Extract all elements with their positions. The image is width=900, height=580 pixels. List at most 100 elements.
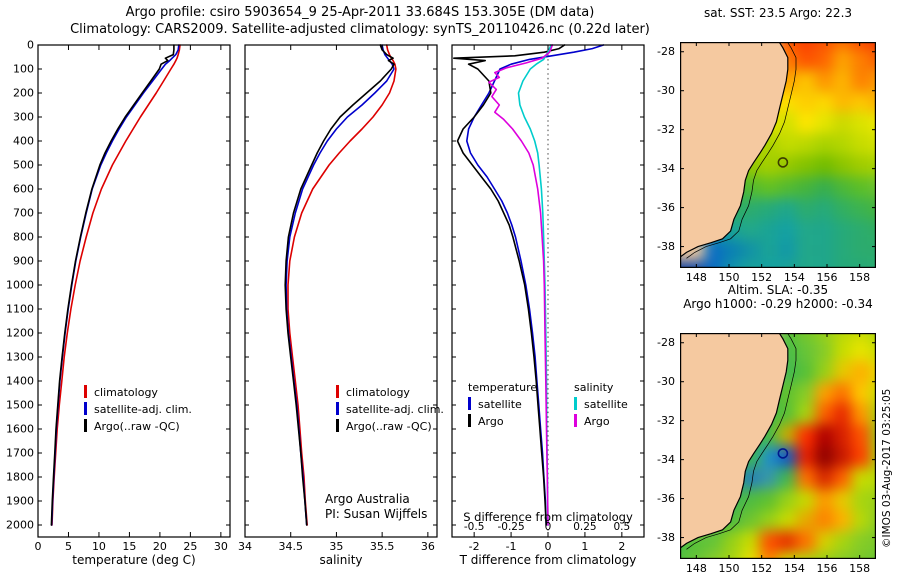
svg-text:-34: -34	[657, 162, 675, 175]
svg-text:0: 0	[27, 39, 34, 52]
legend-label: satellite-adj. clim.	[346, 403, 444, 416]
svg-text:0: 0	[545, 540, 552, 553]
svg-text:-32: -32	[657, 123, 675, 136]
svg-text:-38: -38	[657, 531, 675, 544]
salinity-legend: climatology satellite-adj. clim. Argo(..…	[336, 384, 444, 435]
sst-map-title: sat. SST: 23.5 Argo: 22.3	[703, 6, 853, 20]
figure-title: Argo profile: csiro 5903654_9 25-Apr-201…	[125, 5, 595, 20]
xlabel-t-difference: T difference from climatology	[459, 553, 637, 567]
svg-text:-30: -30	[657, 84, 675, 97]
attribution-line1: Argo Australia	[325, 492, 410, 506]
svg-text:148: 148	[686, 562, 707, 575]
satellite-swatch	[574, 397, 577, 410]
argo-swatch	[574, 414, 577, 427]
sla-map-overlay	[680, 333, 876, 559]
svg-text:1900: 1900	[6, 495, 34, 508]
legend-item: Argo	[468, 413, 537, 430]
sst-map-overlay	[680, 42, 876, 268]
legend-label: Argo	[584, 415, 610, 428]
climatology-swatch	[84, 385, 87, 398]
legend-label: satellite	[478, 398, 522, 411]
svg-text:200: 200	[13, 87, 34, 100]
argo-swatch	[468, 414, 471, 427]
svg-text:30: 30	[214, 540, 228, 553]
svg-text:-34: -34	[657, 453, 675, 466]
xlabel-salinity: salinity	[319, 553, 363, 567]
svg-text:-1: -1	[506, 540, 517, 553]
legend-item: satellite	[574, 396, 628, 413]
svg-text:1: 1	[581, 540, 588, 553]
figure-subtitle: Climatology: CARS2009. Satellite-adjuste…	[70, 22, 650, 37]
svg-text:0: 0	[35, 540, 42, 553]
climatology-swatch	[336, 385, 339, 398]
svg-text:10: 10	[92, 540, 106, 553]
svg-text:1800: 1800	[6, 471, 34, 484]
satellite-clim-swatch	[336, 402, 339, 415]
svg-text:-28: -28	[657, 45, 675, 58]
attribution: Argo Australia PI: Susan Wijffels	[325, 492, 427, 522]
legend-item: climatology	[336, 384, 444, 401]
legend-label: Argo(..raw -QC)	[346, 420, 432, 433]
svg-text:158: 158	[849, 562, 870, 575]
svg-text:1700: 1700	[6, 447, 34, 460]
svg-text:1500: 1500	[6, 399, 34, 412]
legend-label: climatology	[346, 386, 410, 399]
difference-legend-salinity: salinity satellite Argo	[574, 379, 628, 430]
svg-text:20: 20	[153, 540, 167, 553]
legend-label: climatology	[94, 386, 158, 399]
svg-text:5: 5	[65, 540, 72, 553]
legend-label: satellite	[584, 398, 628, 411]
svg-text:34: 34	[238, 540, 252, 553]
svg-text:600: 600	[13, 183, 34, 196]
argo-swatch	[336, 419, 339, 432]
sla-title-line2: Argo h1000: -0.29 h2000: -0.34	[683, 297, 873, 311]
svg-text:156: 156	[817, 562, 838, 575]
svg-text:100: 100	[13, 63, 34, 76]
svg-text:35: 35	[329, 540, 343, 553]
legend-item: satellite-adj. clim.	[336, 401, 444, 418]
xlabel-temperature: temperature (deg C)	[72, 553, 196, 567]
svg-text:2: 2	[618, 540, 625, 553]
imos-credit: ©IMOS 03-Aug-2017 03:25:05	[881, 388, 893, 548]
svg-text:2000: 2000	[6, 519, 34, 532]
legend-item: Argo(..raw -QC)	[336, 418, 444, 435]
svg-text:15: 15	[122, 540, 136, 553]
svg-text:25: 25	[183, 540, 197, 553]
legend-label: satellite-adj. clim.	[94, 403, 192, 416]
svg-text:1000: 1000	[6, 279, 34, 292]
svg-text:1400: 1400	[6, 375, 34, 388]
svg-text:400: 400	[13, 135, 34, 148]
svg-text:1200: 1200	[6, 327, 34, 340]
svg-text:-36: -36	[657, 492, 675, 505]
argo-swatch	[84, 419, 87, 432]
legend-item: satellite-adj. clim.	[84, 401, 192, 418]
svg-text:-30: -30	[657, 375, 675, 388]
svg-text:152: 152	[751, 562, 772, 575]
legend-header: salinity	[574, 381, 614, 394]
svg-text:35.5: 35.5	[370, 540, 395, 553]
s-difference-label: S difference from climatology	[463, 510, 633, 524]
satellite-clim-swatch	[84, 402, 87, 415]
satellite-swatch	[468, 397, 471, 410]
difference-legend-temperature: temperature satellite Argo	[468, 379, 537, 430]
legend-item: Argo(..raw -QC)	[84, 418, 192, 435]
svg-text:-36: -36	[657, 201, 675, 214]
svg-text:300: 300	[13, 111, 34, 124]
svg-text:1300: 1300	[6, 351, 34, 364]
svg-text:700: 700	[13, 207, 34, 220]
legend-item: Argo	[574, 413, 628, 430]
legend-item: climatology	[84, 384, 192, 401]
legend-header: temperature	[468, 381, 538, 394]
svg-text:-38: -38	[657, 240, 675, 253]
svg-text:150: 150	[719, 562, 740, 575]
legend-label: Argo(..raw -QC)	[94, 420, 180, 433]
svg-text:-32: -32	[657, 414, 675, 427]
svg-text:900: 900	[13, 255, 34, 268]
svg-text:-28: -28	[657, 336, 675, 349]
svg-text:800: 800	[13, 231, 34, 244]
sla-title-line1: Altim. SLA: -0.35	[727, 283, 829, 297]
legend-item: satellite	[468, 396, 537, 413]
svg-text:-2: -2	[469, 540, 480, 553]
svg-text:1600: 1600	[6, 423, 34, 436]
